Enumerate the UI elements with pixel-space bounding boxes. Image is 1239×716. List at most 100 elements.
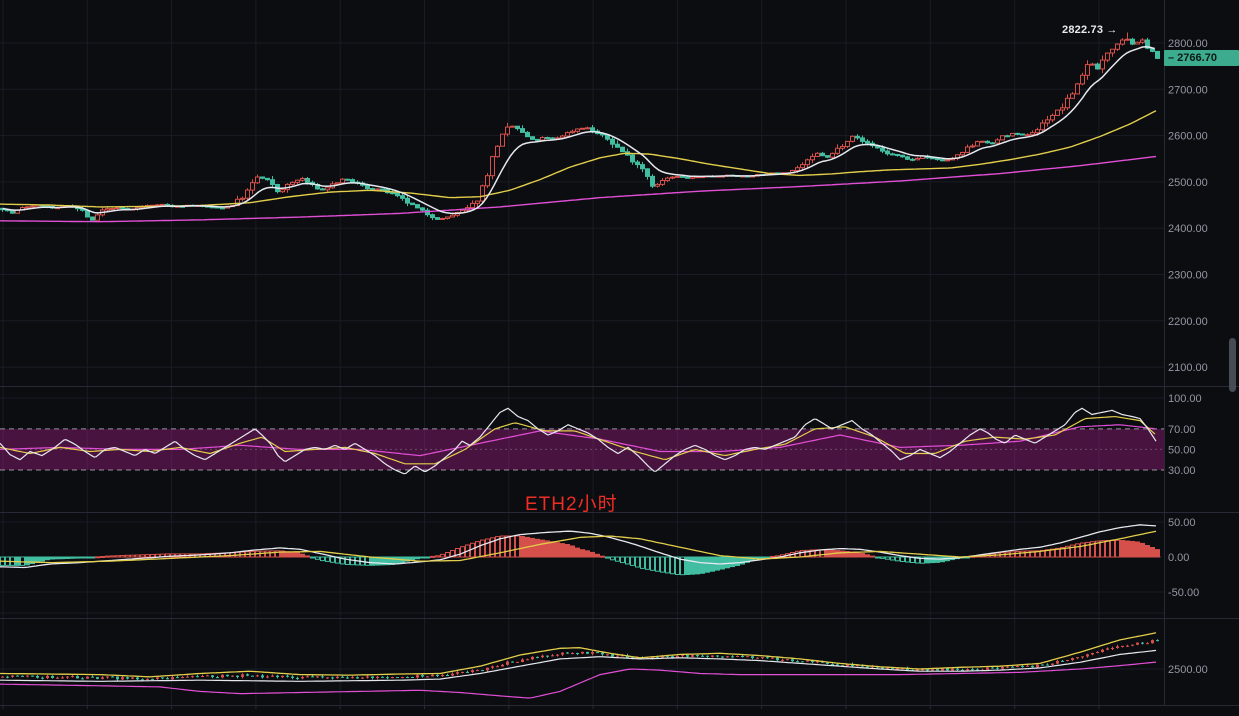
macd-histogram-bar [495,536,500,558]
mini-candle-body [6,676,9,678]
mini-candle-body [396,677,399,678]
candle-body [550,137,555,140]
macd-histogram-bar [575,547,580,558]
mini-candle-body [356,677,359,679]
mini-candle-body [26,675,29,677]
macd-histogram-bar [1110,539,1115,558]
symbol-title-overlay: ETH2小时 [525,494,618,515]
mini-candle-body [51,675,54,678]
macd-histogram-bar [280,550,285,558]
mini-candle-body [141,679,144,681]
macd-histogram-bar [295,552,300,558]
candle-body [815,152,820,157]
candle-body [895,154,900,156]
candle-body [545,137,550,139]
candle-body [670,176,675,179]
candle-body [965,146,970,153]
candle-body [365,184,370,190]
mini-candle-body [11,675,14,677]
mini-candle-body [431,674,434,677]
macd-histogram-bar [695,556,700,575]
macd-histogram-bar [1155,549,1160,558]
candle-body [935,158,940,161]
candle-body [435,217,440,220]
candle-body [985,140,990,144]
macd-histogram-bar [45,556,50,561]
mini-candle-body [246,674,249,676]
candle-body [660,180,665,185]
macd-histogram-bar [1020,550,1025,558]
mini-candle-body [751,656,754,659]
mini-candle-body [456,672,459,674]
mini-candle-body [306,676,309,678]
macd-histogram-bar [920,556,925,564]
candle-body [240,197,245,200]
candle-body [410,202,415,206]
candle-body [580,127,585,130]
mini-candle-body [951,668,954,671]
mini-candle-body [156,677,159,679]
pane-price [0,32,1160,223]
candle-body [430,214,435,219]
candle-body [1035,129,1040,134]
price-axis[interactable]: 2800.00 2700.00 2600.00 2500.00 2400.00 2300.… [1168,38,1208,676]
mini-candle-body [346,677,349,679]
mini-candle-body [971,669,974,671]
macd-histogram-bar [435,555,440,558]
mini-candle-body [241,674,244,677]
candle-body [305,178,310,183]
candle-body [1070,93,1075,99]
mini-candle-body [1046,664,1049,666]
macd-histogram-bar [650,556,655,571]
macd-histogram-bar [1150,547,1155,558]
candle-body [620,146,625,153]
mini-candle-body [136,677,139,680]
mini-candle-body [1021,666,1024,667]
mini-candle-body [271,675,274,677]
macd-histogram-bar [620,556,625,564]
candle-body [260,176,265,179]
macd-histogram-bar [640,556,645,569]
mini-candle-body [836,664,839,666]
macd-histogram-bar [1095,540,1100,558]
candle-body [400,195,405,199]
candle-body [1085,64,1090,76]
candle-body [980,140,985,143]
mini-candle-body [171,677,174,680]
scrollbar-thumb[interactable] [1229,338,1236,392]
mini-candle-body [651,657,654,659]
macd-histogram-bar [310,556,315,559]
mini-candle-body [191,676,194,678]
mini-candle-body [771,657,774,659]
mini-candle-body [496,666,499,668]
candle-body [1130,38,1135,45]
mini-candle-body [91,676,94,678]
macd-histogram-bar [760,556,765,559]
mini-candle-body [466,671,469,673]
candle-body [795,167,800,171]
mini-candle-body [896,668,899,670]
mini-candle-body [146,678,149,680]
candle-body [655,183,660,187]
macd-histogram-bar [535,538,540,558]
macd-histogram-bar [890,556,895,561]
candle-body [1000,135,1005,141]
macd-histogram-bar [440,553,445,558]
pane-overlay [0,632,1159,699]
mini-candle-body [791,659,794,662]
mini-candle-body [481,670,484,672]
macd-histogram-bar [90,556,95,559]
macd-histogram-bar [1105,540,1110,558]
mini-candle-body [31,675,34,677]
mini-candle-body [1056,660,1059,664]
macd-histogram-bar [1145,545,1150,558]
mini-candle-body [711,655,714,657]
mini-candle-body [786,659,789,661]
macd-histogram-bar [615,556,620,562]
macd-histogram-bar [930,556,935,564]
mini-candle-body [236,675,239,677]
mini-candle-body [1136,642,1139,645]
macd-histogram-bar [30,556,35,564]
mini-candle-body [96,677,99,679]
